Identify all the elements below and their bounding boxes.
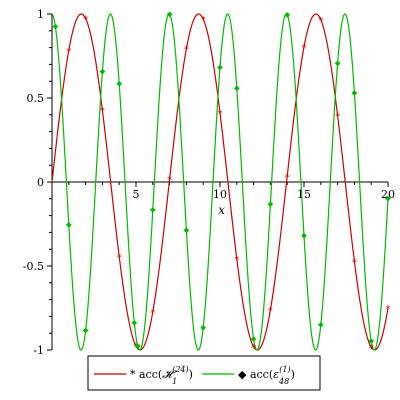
series-marker-1: [149, 206, 156, 213]
series-marker-0: *: [184, 45, 189, 56]
series-marker-1: [200, 324, 207, 331]
series-marker-0: *: [218, 109, 223, 120]
chart-tick-labels: 5 10 15 20 1 0.5 0 -0.5 -1: [23, 8, 395, 357]
series-marker-1: [351, 90, 358, 96]
series-marker-1: [183, 227, 190, 234]
series-marker-0: *: [369, 343, 374, 354]
series-marker-1: [334, 60, 341, 67]
series-marker-0: *: [201, 15, 206, 26]
series-marker-1: [385, 195, 391, 202]
series-marker-0: *: [335, 111, 340, 122]
series-line-0: [51, 13, 389, 351]
series-marker-0: *: [150, 308, 155, 319]
y-tick-label: 1: [37, 8, 44, 21]
series-marker-0: *: [268, 306, 273, 317]
series-marker-0: *: [234, 255, 239, 266]
series-marker-1: [233, 85, 240, 92]
series-marker-0: *: [66, 46, 71, 57]
series-marker-0: *: [318, 16, 323, 27]
series-marker-1: [65, 222, 72, 228]
y-tick-label: 0: [37, 176, 44, 189]
series-marker-1: [99, 68, 106, 75]
series-marker-0: *: [302, 43, 307, 54]
x-tick-label: 5: [133, 188, 140, 201]
x-axis-label: x: [218, 203, 225, 217]
series-marker-1: [82, 327, 89, 334]
series-marker-1: [267, 201, 274, 208]
series-marker-1: [116, 80, 123, 87]
chart-markers: * * * * * * * * * * * * * * * * * * * *: [52, 11, 391, 354]
series-marker-0: *: [117, 252, 122, 263]
series-marker-1: [317, 321, 324, 328]
series-marker-0: *: [285, 172, 290, 183]
x-tick-label: 20: [381, 188, 395, 201]
series-marker-0: *: [83, 14, 88, 25]
legend-label-1: ◆ acc(ε48(1)): [238, 365, 295, 386]
series-marker-0: *: [386, 304, 391, 315]
series-marker-0: *: [352, 257, 357, 268]
legend-box: [87, 355, 321, 391]
series-marker-0: *: [251, 343, 256, 354]
y-tick-label: -0.5: [23, 260, 44, 273]
y-tick-label: 0.5: [27, 92, 45, 105]
chart-legend: * acc(𝓗1(24)) ◆ acc(ε48(1)): [87, 355, 321, 391]
series-marker-0: *: [167, 175, 172, 186]
series-marker-1: [250, 336, 257, 342]
x-tick-label: 10: [213, 188, 227, 201]
legend-label-0: * acc(𝓗1(24)): [130, 365, 193, 386]
series-marker-0: *: [100, 106, 105, 117]
y-tick-label: -1: [33, 344, 44, 357]
series-marker-1: [217, 64, 223, 71]
series-marker-1: [52, 23, 59, 30]
x-tick-label: 15: [297, 188, 311, 201]
series-marker-1: [131, 320, 138, 326]
series-marker-1: [301, 232, 307, 239]
series-marker-1: [134, 343, 141, 349]
series-marker-1: [368, 338, 375, 344]
series-marker-0: *: [134, 342, 139, 353]
